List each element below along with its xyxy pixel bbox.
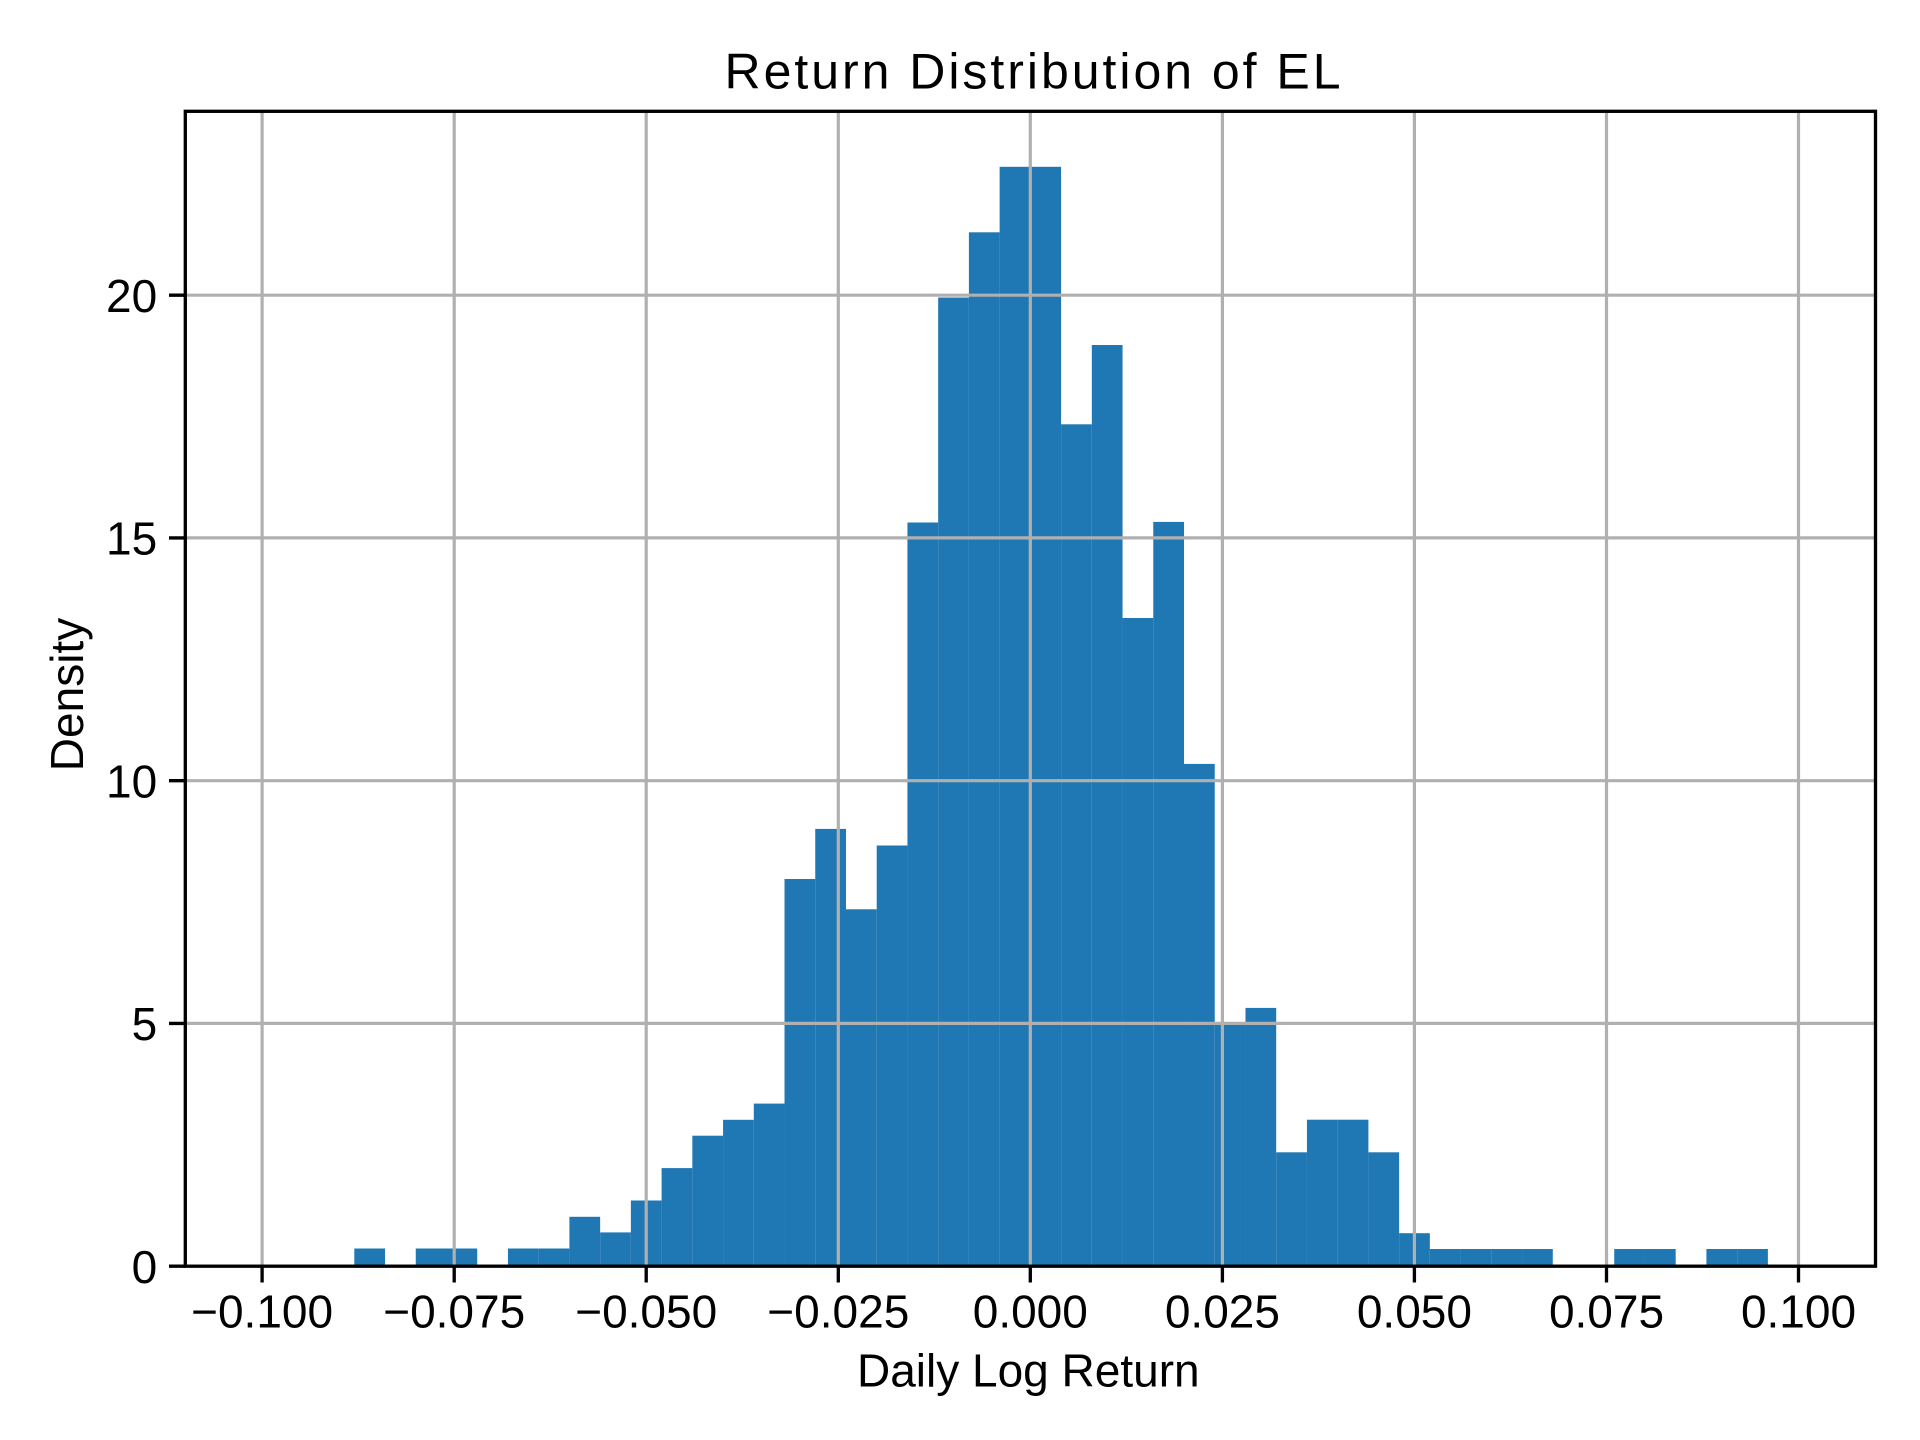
svg-text:−0.050: −0.050 bbox=[575, 1286, 717, 1338]
svg-text:10: 10 bbox=[106, 755, 157, 807]
svg-text:−0.100: −0.100 bbox=[191, 1286, 333, 1338]
svg-text:0.100: 0.100 bbox=[1741, 1286, 1856, 1338]
svg-text:15: 15 bbox=[106, 513, 157, 565]
svg-text:−0.025: −0.025 bbox=[767, 1286, 909, 1338]
svg-text:0.025: 0.025 bbox=[1165, 1286, 1280, 1338]
svg-text:5: 5 bbox=[132, 998, 158, 1050]
svg-text:Return Distribution of EL: Return Distribution of EL bbox=[725, 44, 1344, 100]
svg-text:0.075: 0.075 bbox=[1549, 1286, 1664, 1338]
svg-text:0.000: 0.000 bbox=[973, 1286, 1088, 1338]
svg-text:20: 20 bbox=[106, 270, 157, 322]
svg-text:Daily Log Return: Daily Log Return bbox=[857, 1345, 1200, 1397]
svg-text:Density: Density bbox=[41, 618, 93, 771]
svg-text:0.050: 0.050 bbox=[1357, 1286, 1472, 1338]
svg-text:−0.075: −0.075 bbox=[383, 1286, 525, 1338]
svg-text:0: 0 bbox=[132, 1241, 158, 1293]
